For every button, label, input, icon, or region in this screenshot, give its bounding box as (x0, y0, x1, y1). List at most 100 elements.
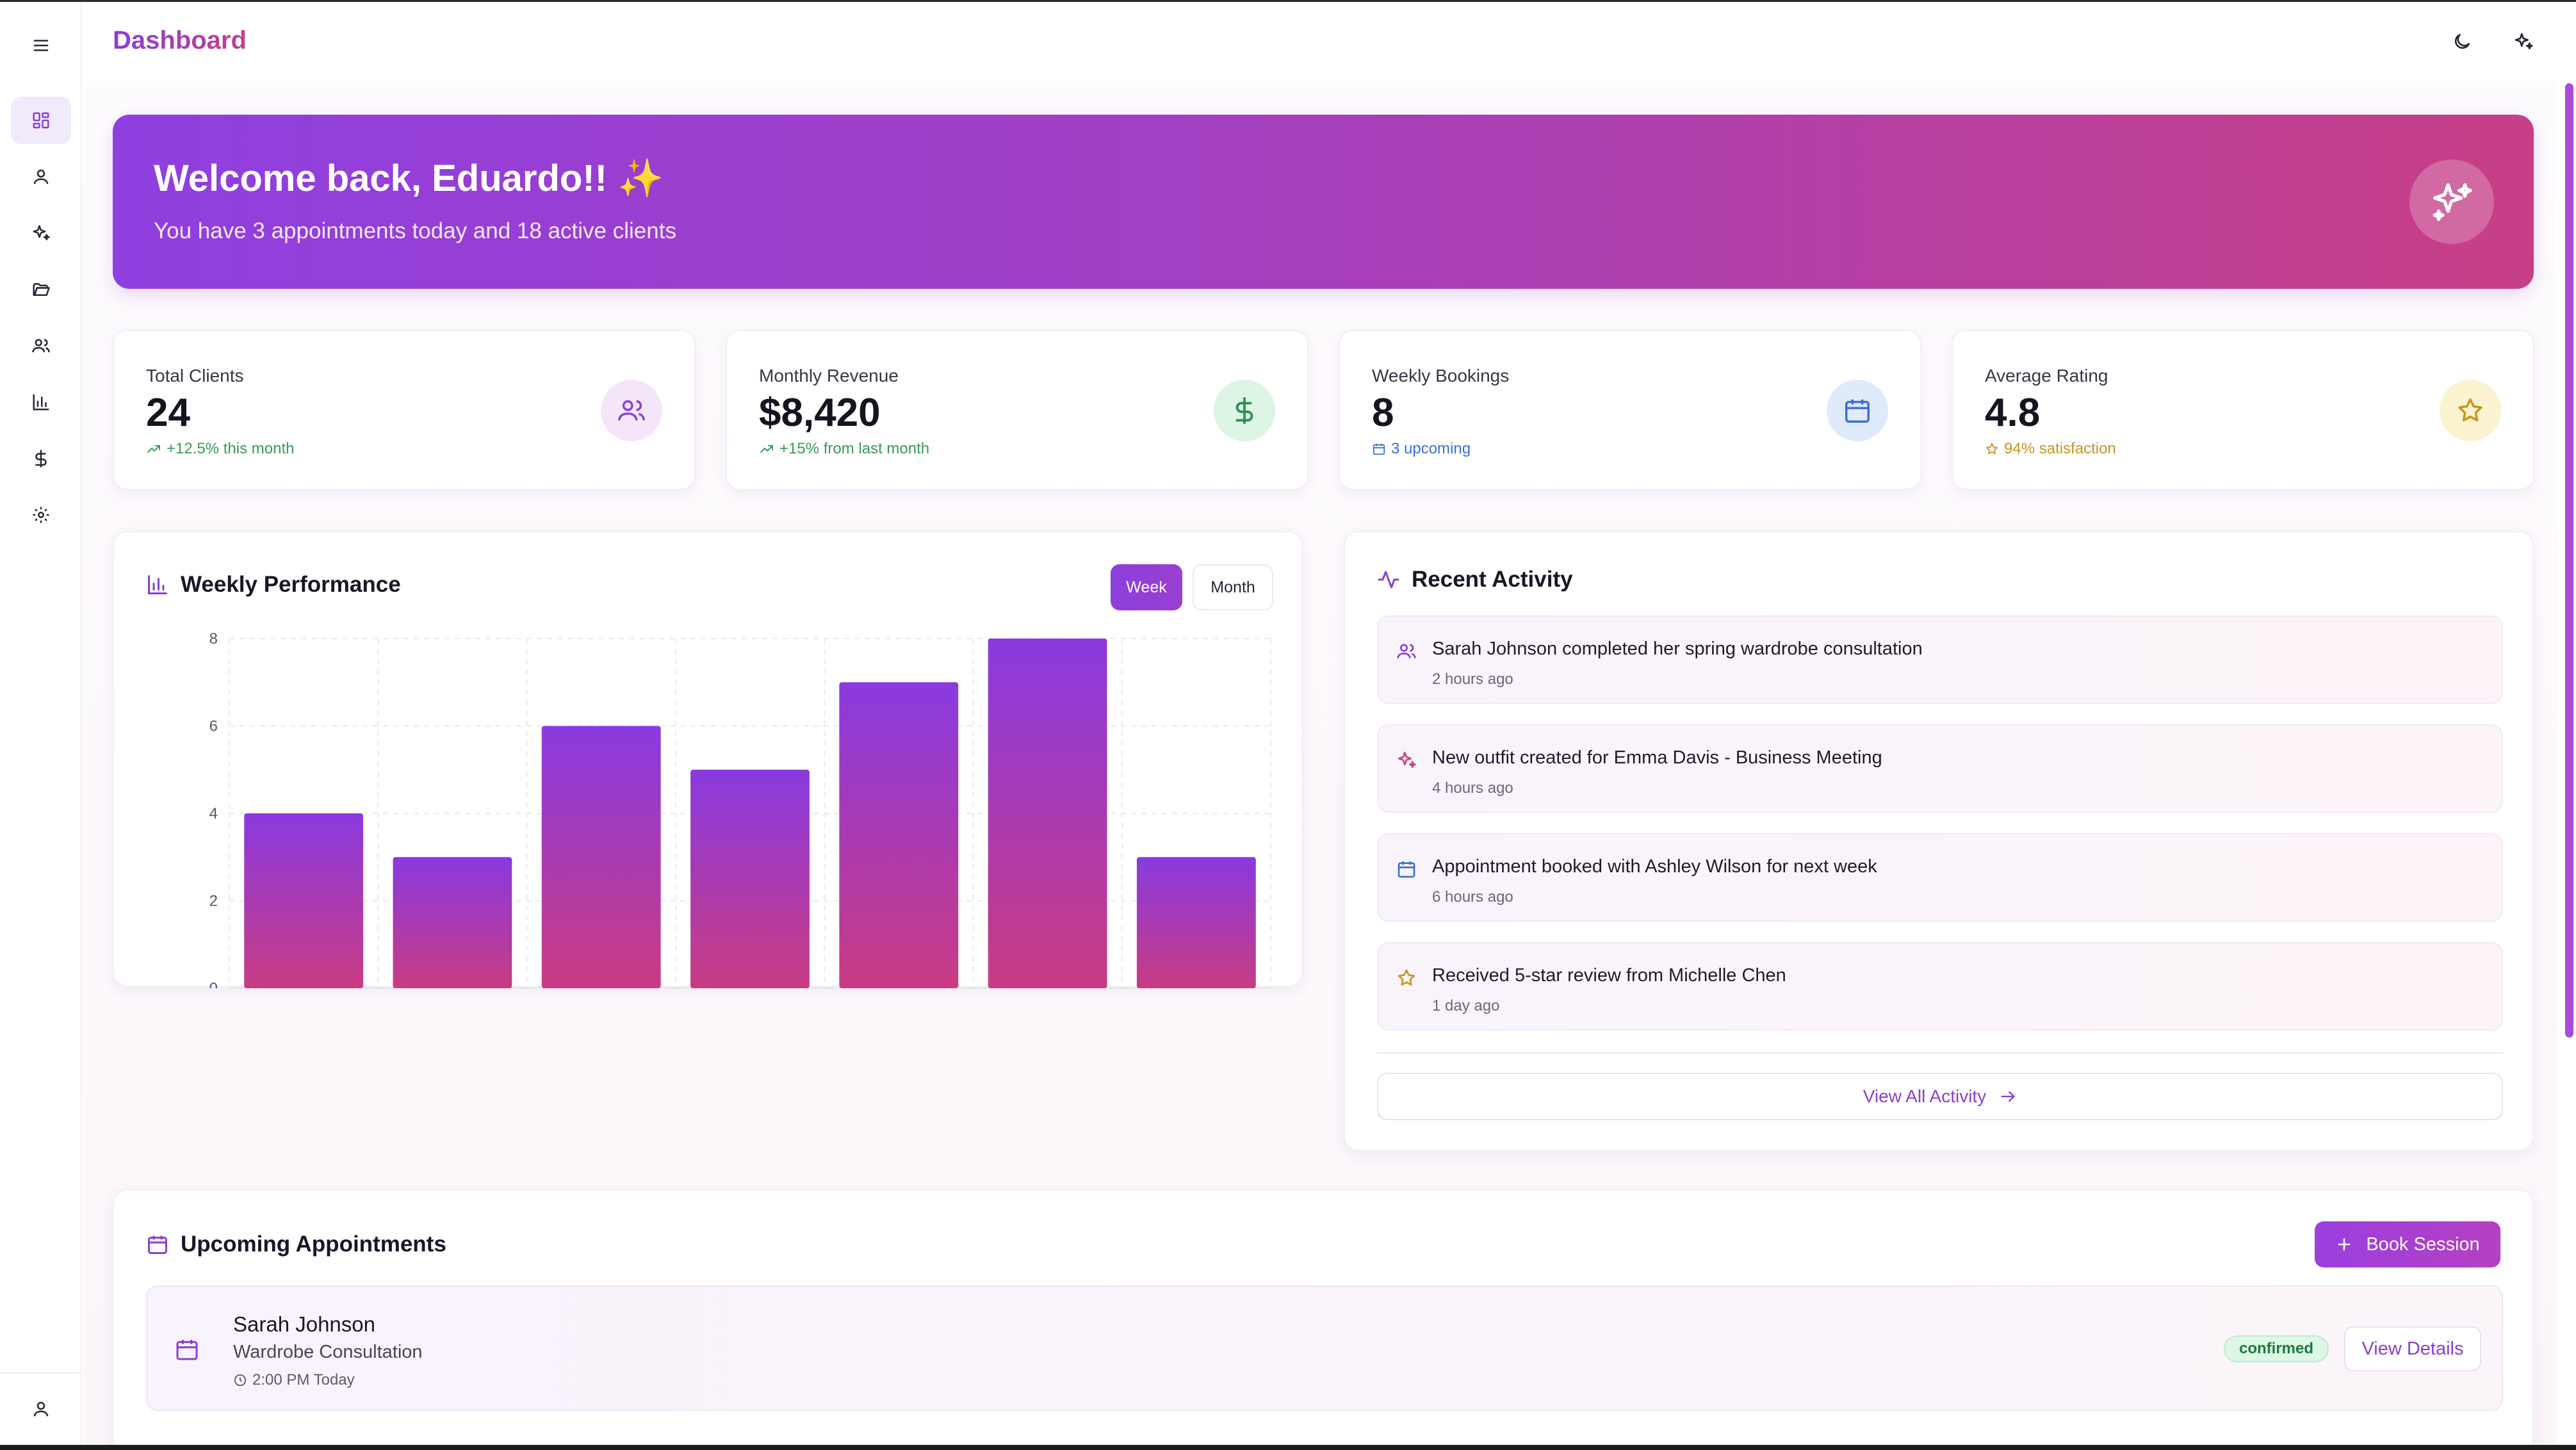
bar-chart: 02468MonTueWedThuFriSatSun (209, 630, 1271, 988)
recent-activity-card: Recent Activity Sarah Johnson completed … (1344, 531, 2534, 1151)
activity-time: 4 hours ago (1432, 779, 1513, 797)
bar-tue (393, 857, 512, 988)
trending-up-icon (760, 445, 773, 453)
sidebar-item-revenue[interactable] (11, 435, 71, 482)
y-tick-label: 0 (209, 980, 218, 988)
activity-item[interactable]: Received 5-star review from Michelle Che… (1377, 942, 2503, 1030)
performance-title-text: Weekly Performance (181, 572, 401, 597)
tab-month[interactable]: Month (1193, 564, 1273, 610)
stat-label: Weekly Bookings (1372, 366, 1510, 386)
hero-badge (2409, 159, 2494, 244)
activity-item[interactable]: New outfit created for Emma Davis - Busi… (1377, 724, 2503, 813)
stat-trend: +12.5% this month (146, 440, 294, 458)
stat-icon-wrap (601, 380, 662, 441)
sidebar-item-profile[interactable] (11, 153, 71, 200)
y-tick-label: 2 (209, 893, 218, 910)
bar-chart-icon (148, 575, 167, 594)
stat-value: 8 (1372, 391, 1394, 435)
view-details-button[interactable]: View Details (2344, 1326, 2481, 1371)
stat-icon-wrap (1827, 380, 1888, 441)
star-icon (2458, 398, 2482, 421)
activity-time: 6 hours ago (1432, 888, 1513, 906)
performance-title: Weekly Performance (146, 572, 401, 598)
activity-item-icon-wrap (1395, 858, 1418, 881)
stat-label: Average Rating (1985, 366, 2108, 386)
activity-item[interactable]: Appointment booked with Ashley Wilson fo… (1377, 833, 2503, 922)
moon-icon (2454, 34, 2470, 49)
theme-toggle-button[interactable] (2445, 25, 2479, 58)
sidebar-item-styling[interactable] (11, 209, 71, 257)
bar-mon (244, 813, 364, 988)
stat-value: 4.8 (1985, 391, 2041, 435)
appointment-time: 2:00 PM Today (233, 1371, 355, 1389)
activity-title-text: Recent Activity (1412, 567, 1573, 592)
activity-title: Recent Activity (1377, 567, 1573, 592)
stat-value: $8,420 (759, 391, 881, 435)
calendar-icon (1845, 399, 1870, 423)
dashboard-icon (33, 112, 49, 129)
calendar-icon (1373, 443, 1385, 455)
bar-sat (988, 639, 1107, 988)
users-icon (618, 400, 645, 421)
user-icon (33, 169, 49, 184)
page-title: Dashboard (113, 26, 247, 54)
book-session-button[interactable]: Book Session (2315, 1221, 2500, 1267)
activity-item-icon-wrap (1395, 640, 1418, 663)
calendar-icon (148, 1235, 167, 1254)
sidebar (0, 2, 82, 1445)
activity-icon (1378, 571, 1399, 589)
arrow-right-icon (2001, 1091, 2015, 1102)
activity-divider (1377, 1052, 2503, 1054)
activity-item-icon-wrap (1395, 749, 1418, 772)
view-all-activity-button[interactable]: View All Activity (1377, 1073, 2503, 1120)
y-tick-label: 4 (209, 805, 218, 822)
sidebar-item-clients[interactable] (11, 322, 71, 370)
stat-sub-text: 3 upcoming (1391, 440, 1471, 457)
sidebar-item-files[interactable] (11, 266, 71, 313)
star-icon (1986, 443, 1998, 455)
appointment-client-name: Sarah Johnson (233, 1312, 375, 1336)
appointments-title: Upcoming Appointments (146, 1232, 446, 1257)
bar-sun (1136, 857, 1256, 988)
stat-trend: +15% from last month (759, 440, 929, 458)
activity-text: Appointment booked with Ashley Wilson fo… (1432, 856, 1877, 877)
activity-time: 2 hours ago (1432, 671, 1513, 688)
scrollbar-thumb[interactable] (2565, 83, 2573, 1038)
bar-fri (839, 682, 959, 988)
ai-assistant-button[interactable] (2507, 25, 2540, 58)
book-session-label: Book Session (2366, 1234, 2480, 1255)
welcome-title: Welcome back, Eduardo!! ✨ (154, 158, 664, 199)
bar-thu (690, 769, 810, 988)
y-tick-label: 8 (209, 630, 218, 648)
stat-card-weekly-bookings: Weekly Bookings 8 3 upcoming (1339, 330, 1921, 490)
menu-toggle-button[interactable] (26, 30, 56, 61)
sidebar-item-settings[interactable] (11, 491, 71, 539)
sparkles-icon (33, 225, 50, 241)
sidebar-item-analytics[interactable] (11, 379, 71, 426)
dollar-icon (1235, 396, 1253, 425)
sidebar-divider (0, 1373, 82, 1374)
top-header: Dashboard (83, 2, 2576, 81)
appointment-row: Sarah Johnson Wardrobe Consultation 2:00… (146, 1285, 2503, 1411)
stat-value: 24 (146, 391, 190, 435)
appointment-type: Wardrobe Consultation (233, 1342, 423, 1362)
activity-item[interactable]: Sarah Johnson completed her spring wardr… (1377, 615, 2503, 704)
upcoming-appointments-card: Upcoming Appointments Book Session Sarah… (113, 1189, 2534, 1445)
view-all-label: View All Activity (1863, 1086, 1987, 1106)
stat-icon-wrap (2440, 380, 2501, 441)
account-button[interactable] (26, 1394, 56, 1424)
stat-sub-text: +15% from last month (779, 440, 930, 457)
activity-text: Sarah Johnson completed her spring wardr… (1432, 639, 1923, 659)
tab-week[interactable]: Week (1111, 564, 1182, 610)
sparkles-icon (1398, 751, 1416, 768)
stat-card-average-rating: Average Rating 4.8 94% satisfaction (1952, 330, 2534, 490)
sparkles-icon (2433, 183, 2472, 222)
user-icon (33, 1401, 49, 1417)
activity-time: 1 day ago (1432, 997, 1500, 1014)
stat-sub-text: +12.5% this month (167, 440, 295, 457)
activity-item-icon-wrap (1395, 966, 1418, 990)
clock-icon (234, 1374, 247, 1387)
sidebar-item-dashboard[interactable] (11, 97, 71, 144)
trending-up-icon (147, 445, 160, 453)
appointments-title-text: Upcoming Appointments (181, 1232, 446, 1257)
